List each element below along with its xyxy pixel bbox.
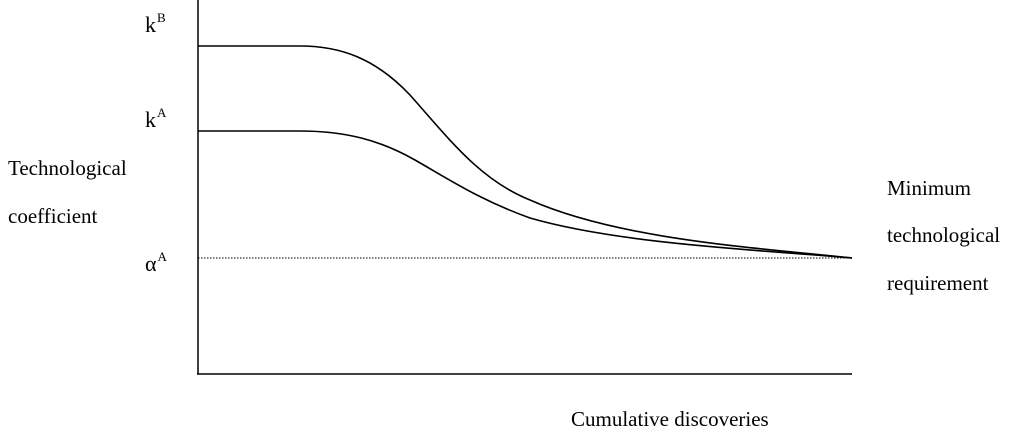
tick-alphaA-base: α	[145, 251, 157, 276]
tick-kB-sup: B	[157, 10, 166, 25]
y-axis-label-line1: Technological	[8, 156, 127, 180]
y-axis-label-line2: coefficient	[8, 204, 98, 228]
x-axis-label: Cumulative discoveries	[571, 407, 769, 431]
tick-alphaA: αA	[145, 250, 167, 276]
tick-kA-sup: A	[157, 105, 167, 120]
tick-kA-base: k	[145, 107, 156, 132]
curve-kA	[198, 130, 853, 259]
curve-kB	[198, 45, 853, 259]
tick-kA: kA	[145, 106, 166, 132]
annotation-line3: requirement	[887, 271, 989, 295]
tick-kB: kB	[145, 11, 166, 37]
tick-kB-base: k	[145, 12, 156, 37]
tick-alphaA-sup: A	[157, 249, 167, 264]
annotation-line2: technological	[887, 223, 1001, 247]
annotation-line1: Minimum	[887, 176, 972, 200]
